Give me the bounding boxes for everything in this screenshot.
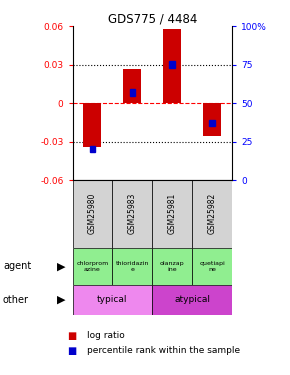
Bar [72, 248, 113, 285]
Text: ▶: ▶ [57, 295, 65, 305]
Text: typical: typical [97, 296, 128, 304]
Text: ■: ■ [67, 346, 76, 355]
Bar [152, 285, 232, 315]
Text: thioridazin
e: thioridazin e [116, 261, 149, 272]
Text: GSM25983: GSM25983 [128, 193, 137, 234]
Bar [192, 248, 232, 285]
Bar [152, 248, 192, 285]
Text: GSM25981: GSM25981 [168, 193, 177, 234]
Bar [90, 146, 95, 153]
Text: GSM25982: GSM25982 [208, 193, 217, 234]
Bar [163, 29, 181, 103]
Bar [203, 103, 221, 136]
Bar [113, 248, 152, 285]
Title: GDS775 / 4484: GDS775 / 4484 [108, 12, 197, 25]
Text: quetiapi
ne: quetiapi ne [199, 261, 225, 272]
Text: atypical: atypical [174, 296, 210, 304]
Bar [84, 103, 102, 147]
Text: other: other [3, 295, 29, 305]
Text: log ratio: log ratio [87, 331, 125, 340]
Text: olanzap
ine: olanzap ine [160, 261, 184, 272]
Bar [192, 180, 232, 248]
Text: ■: ■ [67, 331, 76, 340]
Text: agent: agent [3, 261, 31, 271]
Bar [72, 285, 152, 315]
Bar [209, 120, 215, 126]
Text: chlorprom
azine: chlorprom azine [76, 261, 108, 272]
Bar [152, 180, 192, 248]
Bar [72, 180, 113, 248]
Bar [169, 62, 175, 68]
Text: percentile rank within the sample: percentile rank within the sample [87, 346, 240, 355]
Bar [130, 89, 135, 96]
Bar [123, 69, 141, 103]
Text: ▶: ▶ [57, 261, 65, 271]
Bar [113, 180, 152, 248]
Text: GSM25980: GSM25980 [88, 193, 97, 234]
